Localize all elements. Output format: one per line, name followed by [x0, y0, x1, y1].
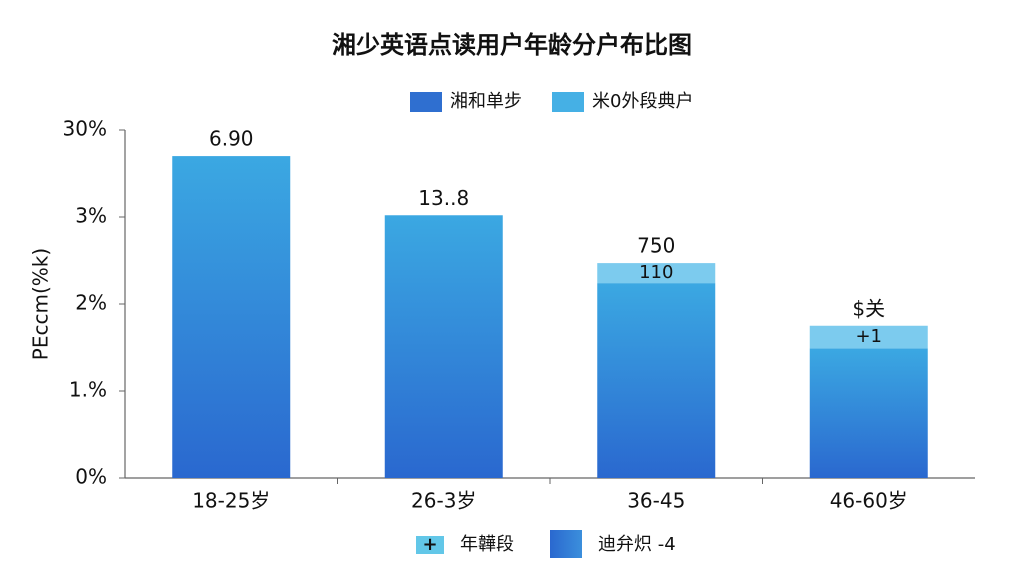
footer-swatch	[416, 536, 444, 554]
y-tick-label: 30%	[63, 117, 107, 141]
y-axis-label: PEccm(%k)	[29, 248, 53, 360]
bar-label: 750	[637, 234, 675, 258]
bar-segment	[172, 156, 291, 478]
bar-label: 13..8	[418, 186, 469, 210]
segment-label: +1	[855, 326, 882, 347]
bar-segment	[597, 283, 716, 478]
y-tick-label: 0%	[75, 465, 107, 489]
bar-label: $关	[852, 296, 885, 320]
y-tick-label: 2%	[75, 291, 107, 315]
bar-segment	[809, 325, 928, 349]
footer-icon: +	[422, 534, 437, 555]
bar-segment	[384, 215, 503, 478]
chart-title: 湘少英语点读用户年龄分户布比图	[332, 31, 692, 59]
legend-label: 米0外段典户	[592, 91, 693, 112]
bar-label: 6.90	[209, 127, 254, 151]
bar-segment	[597, 263, 716, 284]
legend-label: 湘和单步	[450, 91, 522, 112]
x-tick-label: 36-45	[627, 489, 685, 513]
legend-swatch	[410, 92, 442, 112]
x-tick-label: 46-60岁	[830, 489, 908, 513]
y-tick-label: 3%	[75, 204, 107, 228]
legend-swatch	[552, 92, 584, 112]
bar-segment	[809, 348, 928, 478]
x-tick-label: 26-3岁	[411, 489, 476, 513]
y-tick-label: 1.%	[69, 378, 107, 402]
footer-legend-label: 迪弁炽 -4	[598, 534, 676, 555]
footer-legend-label: 年韡段	[460, 534, 514, 555]
footer-swatch	[550, 530, 582, 558]
segment-label: 110	[639, 262, 673, 283]
x-tick-label: 18-25岁	[192, 489, 270, 513]
